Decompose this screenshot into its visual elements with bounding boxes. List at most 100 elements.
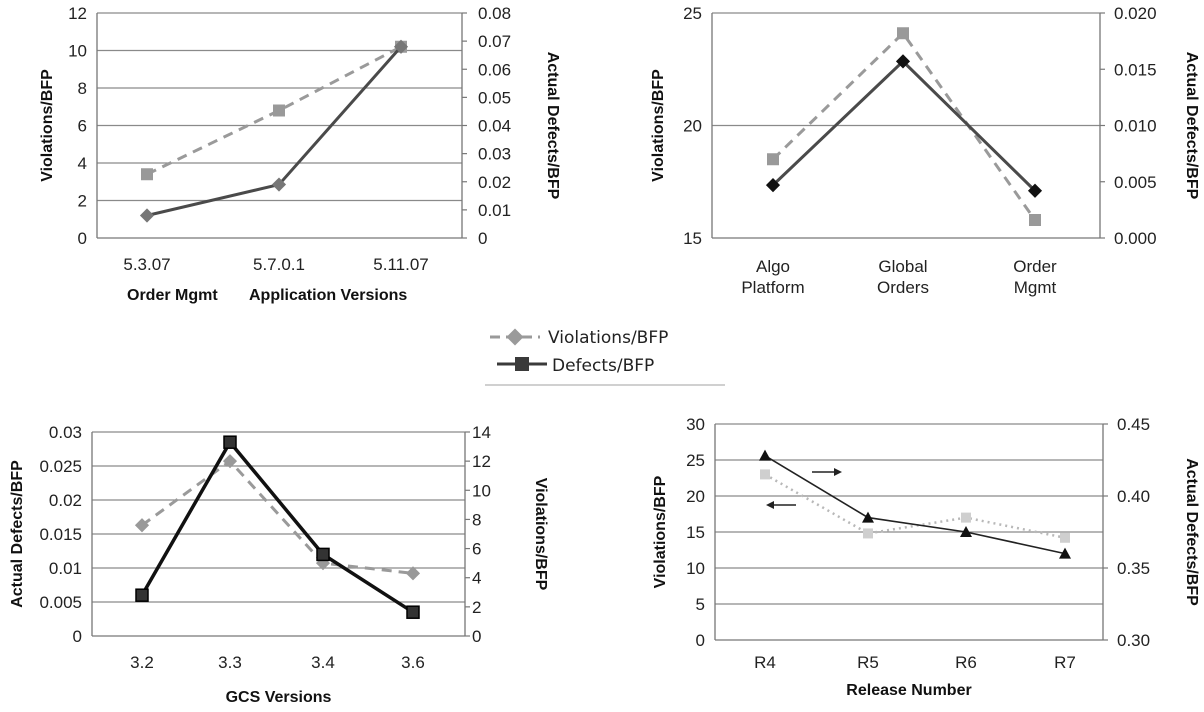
left-tick-label: 0 <box>78 229 87 248</box>
left-tick-label: 6 <box>78 117 87 136</box>
left-tick-label: 12 <box>68 4 87 23</box>
right-tick-label: 0.015 <box>1114 60 1157 79</box>
right-tick-label: 0.30 <box>1117 631 1150 650</box>
legend-defects-marker <box>515 357 529 371</box>
data-point-defects <box>316 547 330 562</box>
right-tick-label: 0.005 <box>1114 173 1157 192</box>
data-point-defects <box>139 208 155 223</box>
series-line-violations <box>146 45 402 176</box>
category-label-line: Platform <box>741 278 804 297</box>
category-label: 3.3 <box>218 653 242 672</box>
left-tick-label: 0.02 <box>49 491 82 510</box>
right-tick-label: 0.08 <box>478 4 511 23</box>
data-point-defects <box>765 178 781 193</box>
right-tick-label: 0.000 <box>1114 229 1157 248</box>
chart-gcs-versions: 0 0.005 0.01 0.015 0.02 0.025 0.03 0 2 4 6 8 10 12 14 3… <box>9 423 549 706</box>
y-axis-label-right: Violations/BFP <box>532 478 549 591</box>
series-line-defects <box>764 454 1066 555</box>
data-point-defects <box>1059 547 1071 559</box>
legend-violations-marker <box>506 328 524 346</box>
data-point-violations <box>273 104 285 117</box>
y-axis-label-left: Violations/BFP <box>650 69 667 182</box>
data-point-violations <box>1060 532 1070 543</box>
category-label: Order Mgmt <box>1013 257 1057 297</box>
data-point-violations <box>863 528 873 539</box>
left-tick-label: 15 <box>683 229 702 248</box>
x-axis-label: GCS Versions <box>226 689 332 706</box>
right-tick-label: 0.02 <box>478 173 511 192</box>
data-point-defects <box>1027 183 1043 198</box>
right-tick-label: 0.06 <box>478 60 511 79</box>
data-point-violations <box>222 454 238 469</box>
arrow-right-icon <box>834 468 842 476</box>
data-point-defects <box>895 54 911 69</box>
data-point-violations <box>897 27 909 40</box>
category-label: Algo Platform <box>741 257 804 297</box>
left-tick-label: 0 <box>73 627 82 646</box>
left-tick-label: 25 <box>686 451 705 470</box>
data-point-defects <box>393 39 409 54</box>
axis-arrows <box>766 468 842 509</box>
category-label-line: Global <box>878 257 927 276</box>
category-label-line: Algo <box>756 257 790 276</box>
y-axis-label-right: Actual Defects/BFP <box>1183 52 1200 200</box>
data-point-violations <box>141 168 153 181</box>
left-tick-label: 8 <box>78 79 87 98</box>
chart-order-mgmt: 0 2 4 6 8 10 12 0 0.01 0.02 0.03 0.04 0.05 0.06 0.07 0.… <box>39 4 561 304</box>
data-point-violations <box>405 566 421 581</box>
left-tick-label: 0.005 <box>39 593 82 612</box>
left-tick-label: 30 <box>686 415 705 434</box>
right-tick-label: 0.05 <box>478 88 511 107</box>
category-label: 5.11.07 <box>373 255 428 274</box>
left-tick-label: 10 <box>68 42 87 61</box>
data-point-defects <box>960 526 972 537</box>
series-line-defects <box>140 439 414 614</box>
right-tick-label: 0.07 <box>478 32 511 51</box>
data-point-violations <box>134 518 150 533</box>
category-label: 5.7.0.1 <box>253 255 305 274</box>
series-line-violations <box>771 30 1037 221</box>
left-tick-label: 0.025 <box>39 457 82 476</box>
left-tick-label: 0.03 <box>49 423 82 442</box>
data-point-violations <box>767 153 779 166</box>
right-tick-label: 0.020 <box>1114 4 1157 23</box>
left-tick-label: 5 <box>696 595 705 614</box>
left-tick-label: 25 <box>683 4 702 23</box>
x-axis-label: Order Mgmt <box>127 287 218 304</box>
x-axis-label: Release Number <box>846 682 971 699</box>
data-point-defects <box>406 605 420 619</box>
category-label: Global Orders <box>877 257 929 297</box>
data-point-defects <box>862 511 874 523</box>
left-tick-label: 4 <box>78 154 87 173</box>
series-line-violations <box>764 473 1066 539</box>
right-tick-label: 0.45 <box>1117 415 1150 434</box>
left-tick-label: 2 <box>78 192 87 211</box>
category-label: 3.2 <box>130 653 154 672</box>
chart-release-number: 0 5 10 15 20 25 30 0.30 0.35 0.40 0.45 R4 R5 R6 R7 Rele… <box>652 415 1200 699</box>
data-point-defects <box>271 177 287 192</box>
category-label-line: Order <box>1013 257 1057 276</box>
right-tick-label: 4 <box>472 569 481 588</box>
data-point-violations <box>760 469 770 480</box>
left-tick-label: 0.015 <box>39 525 82 544</box>
series-line-violations <box>141 459 414 575</box>
right-tick-label: 0.01 <box>478 201 511 220</box>
right-tick-label: 12 <box>472 452 491 471</box>
right-tick-label: 0.35 <box>1117 559 1150 578</box>
right-tick-label: 0.40 <box>1117 487 1150 506</box>
data-point-defects <box>223 435 237 449</box>
y-axis-label-left: Actual Defects/BFP <box>9 460 26 608</box>
chart-applications: 15 20 25 0.000 0.005 0.010 0.015 0.020 Algo Platf… <box>650 4 1200 297</box>
left-tick-label: 20 <box>683 117 702 136</box>
right-tick-label: 0 <box>478 229 487 248</box>
data-point-violations <box>1029 214 1041 226</box>
category-label: R6 <box>955 653 977 672</box>
arrow-left-icon <box>766 501 774 509</box>
left-tick-label: 0 <box>696 631 705 650</box>
category-label: 5.3.07 <box>123 255 170 274</box>
left-tick-label: 20 <box>686 487 705 506</box>
category-label: R5 <box>857 653 879 672</box>
right-tick-label: 0 <box>472 627 481 646</box>
left-tick-label: 0.01 <box>49 559 82 578</box>
